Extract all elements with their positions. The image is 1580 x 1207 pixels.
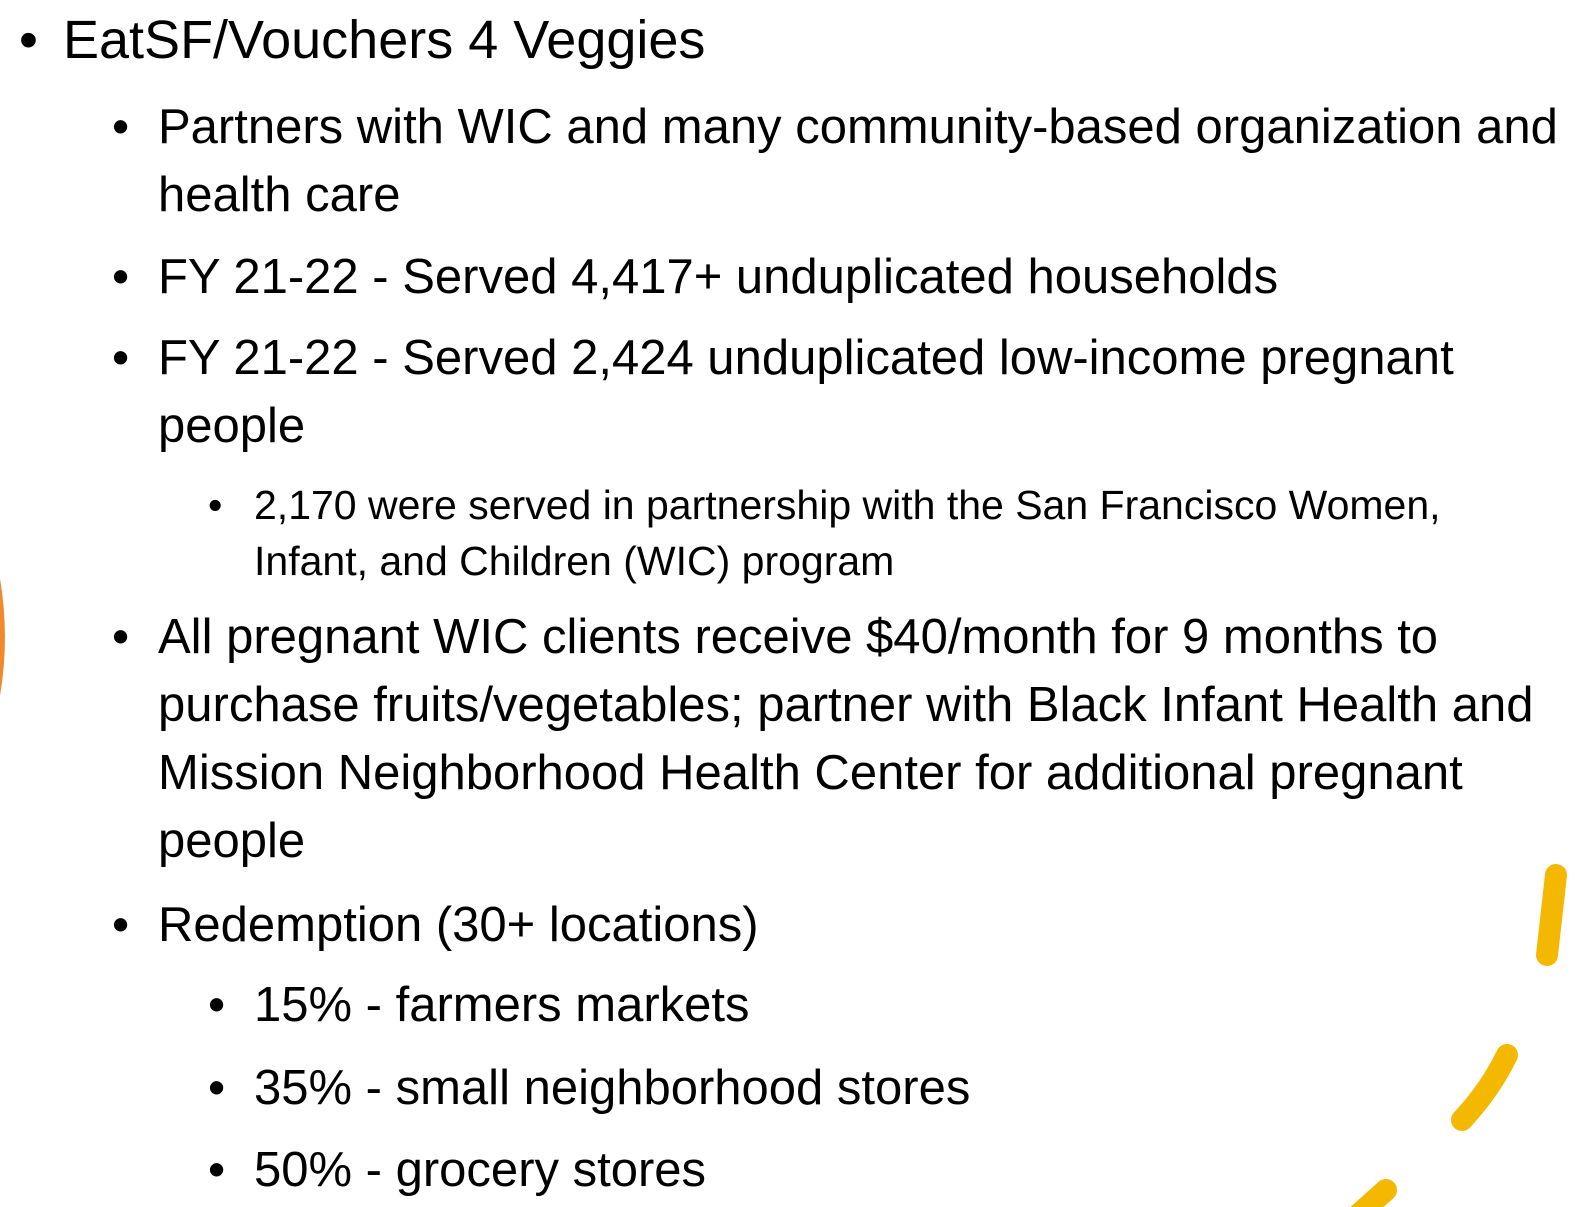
bullet-item: Partners with WIC and many community-bas… bbox=[112, 93, 1558, 229]
bullet-item: EatSF/Vouchers 4 Veggies bbox=[19, 5, 1543, 75]
bullet-item: Redemption (30+ locations) bbox=[112, 891, 1558, 959]
bullet-item: 2,170 were served in partnership with th… bbox=[208, 477, 1484, 589]
bullet-item: 50% - grocery stores bbox=[208, 1136, 1554, 1204]
bullet-item: FY 21-22 - Served 4,417+ unduplicated ho… bbox=[112, 243, 1558, 311]
bullet-item: All pregnant WIC clients receive $40/mon… bbox=[112, 603, 1558, 875]
bullet-item: 15% - farmers markets bbox=[208, 971, 1554, 1039]
bullet-item: 35% - small neighborhood stores bbox=[208, 1054, 1554, 1122]
bullet-item: FY 21-22 - Served 2,424 unduplicated low… bbox=[112, 324, 1558, 460]
